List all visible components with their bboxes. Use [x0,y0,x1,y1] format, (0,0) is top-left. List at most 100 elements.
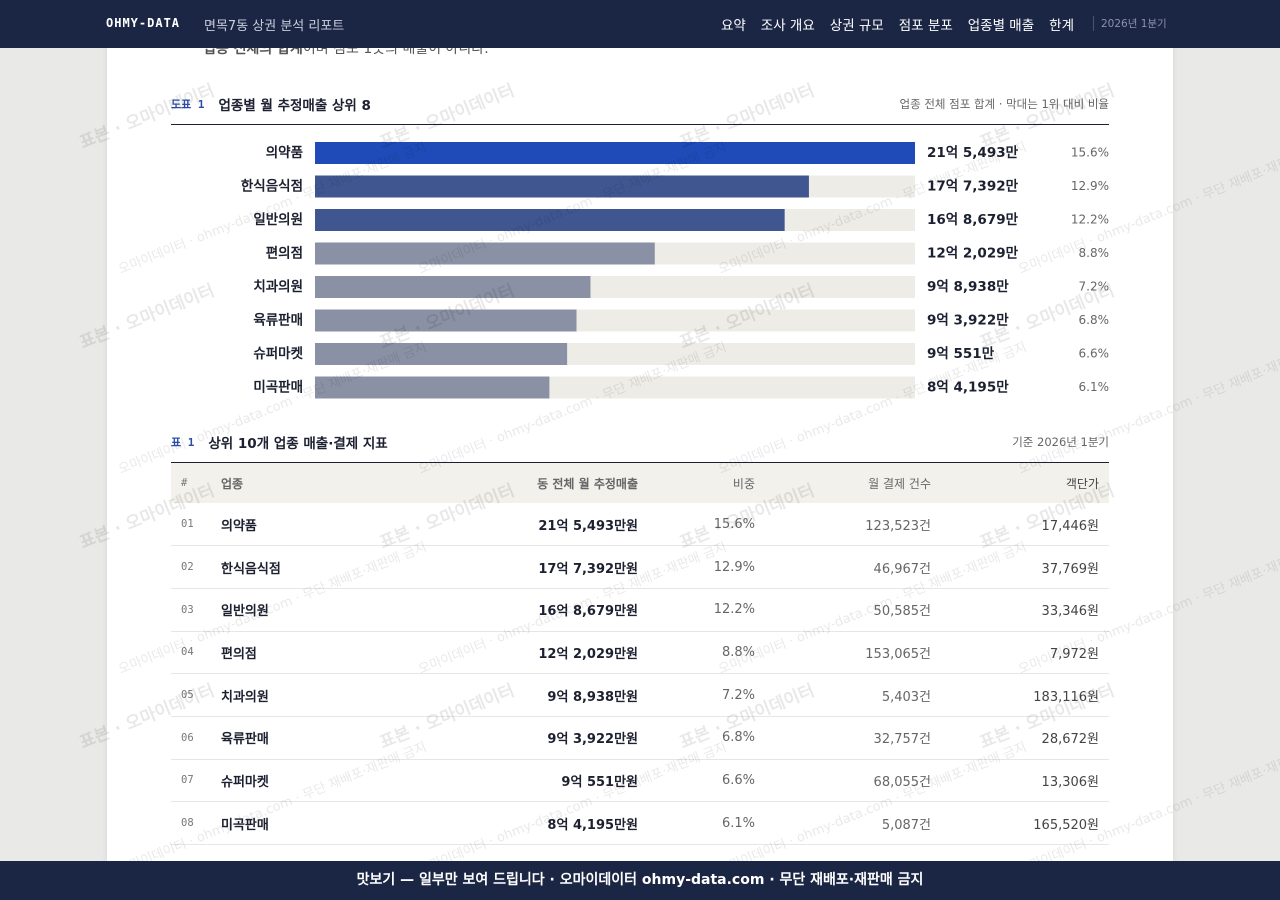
share-label: 6.8% [1079,313,1110,327]
table-row: 02 한식음식점 17억 7,392만원 12.9% 46,967건 37,769원 [171,545,1109,589]
table-cell: 7.2% [648,673,765,717]
table-row: 01 의약품 21억 5,493만원 15.6% 123,523건 17,446원 [171,503,1109,547]
nav-item[interactable]: 점포 분포 [898,18,953,34]
bar [315,276,591,298]
metrics-table: # 업종 동 전체 월 추정매출 비중 월 결제 건수 객단가 01 의약품 21억 5,493… [171,463,1109,845]
table-cell: 17,446원 [941,503,1109,547]
table-head: 표 1 상위 10개 업종 매출·결제 지표 기준 2026년 1분기 [171,432,1109,463]
column-header: 객단가 [941,463,1109,503]
table-cell: 15.6% [648,503,765,547]
bar [315,376,550,399]
table-body: 01 의약품 21억 5,493만원 15.6% 123,523건 17,446원 02 한식… [171,503,1109,845]
top-bar: OHMY-DATA 면목7동 상권 분석 리포트 요약 조사 개요 상권 규모 점포 … [0,0,1280,48]
table-cell: 08 [171,801,211,845]
category-label: 일반의원 [253,211,303,228]
table-cell: 미곡판매 [211,801,361,845]
category-label: 의약품 [266,144,303,161]
table-cell: 06 [171,716,211,760]
value-label: 9억 8,938만 [927,279,1009,295]
nav-item[interactable]: 상권 규모 [829,18,884,34]
table-row: 04 편의점 12억 2,029만원 8.8% 153,065건 7,972원 [171,631,1109,675]
table-cell: 9억 551만원 [361,759,648,803]
table-cell: 8억 4,195만원 [361,801,648,845]
table-cell: 13,306원 [941,759,1109,803]
column-header: 업종 [211,463,361,503]
table-cell: 6.8% [648,716,765,760]
share-label: 12.9% [1071,179,1109,193]
table-cell: 7,972원 [941,631,1109,675]
table-cell: 12.2% [648,588,765,632]
share-label: 12.2% [1071,213,1109,227]
table-row: 08 미곡판매 8억 4,195만원 6.1% 5,087건 165,520원 [171,801,1109,845]
table-cell: 12억 2,029만원 [361,631,648,675]
table-cell: 165,520원 [941,801,1109,845]
value-label: 9억 551만 [927,346,995,362]
table-cell: 153,065건 [765,631,941,675]
table-cell: 183,116원 [941,673,1109,717]
period: 2026년 1분기 [1093,16,1167,31]
table-cell: 6.6% [648,759,765,803]
share-label: 7.2% [1079,280,1110,294]
bar [315,343,568,365]
value-label: 8억 4,195만 [927,380,1009,396]
share-label: 15.6% [1071,146,1109,160]
table-cell: 50,585건 [765,588,941,632]
table-cell: 05 [171,673,211,717]
bar [315,209,785,231]
figure-head: 도표 1 업종별 월 추정매출 상위 8 업종 전체 점포 합계 · 막대는 1… [171,94,1109,125]
table-cell: 07 [171,759,211,803]
share-label: 6.1% [1079,380,1110,394]
bar [315,309,577,332]
table-cell: 8.8% [648,631,765,675]
category-label: 육류판매 [253,313,303,329]
table-cell: 46,967건 [765,545,941,589]
category-label: 슈퍼마켓 [253,345,303,362]
nav-item[interactable]: 조사 개요 [760,18,815,34]
table-row: 07 슈퍼마켓 9억 551만원 6.6% 68,055건 13,306원 [171,759,1109,803]
table-cell: 9억 3,922만원 [361,716,648,760]
table-cell: 04 [171,631,211,675]
column-header: # [171,463,211,503]
table-cell: 123,523건 [765,503,941,547]
bar [315,242,655,265]
column-header: 비중 [648,463,765,503]
footer-bar: 맛보기 — 일부만 보여 드립니다 · 오마이데이터 ohmy-data.com… [0,861,1280,900]
value-label: 17억 7,392만 [927,179,1019,195]
table-cell: 32,757건 [765,716,941,760]
header-row: # 업종 동 전체 월 추정매출 비중 월 결제 건수 객단가 [171,463,1109,503]
value-label: 16억 8,679만 [927,212,1019,228]
nav-item[interactable]: 요약 [720,18,746,34]
value-label: 9억 3,922만 [927,313,1009,329]
table-cell: 12.9% [648,545,765,589]
figure-title: 업종별 월 추정매출 상위 8 [218,98,371,114]
table-cell: 68,055건 [765,759,941,803]
category-label: 치과의원 [253,278,303,295]
table-cell: 17억 7,392만원 [361,545,648,589]
table-row: 06 육류판매 9억 3,922만원 6.8% 32,757건 28,672원 [171,716,1109,760]
table-title: 상위 10개 업종 매출·결제 지표 [208,436,388,452]
table-cell: 한식음식점 [211,545,361,589]
category-label: 미곡판매 [253,380,303,396]
value-label: 12억 2,029만 [927,246,1019,262]
figure-note: 업종 전체 점포 합계 · 막대는 1위 대비 비율 [899,97,1110,111]
share-label: 8.8% [1079,246,1110,260]
nav-item[interactable]: 업종별 매출 [967,18,1035,34]
bar-chart: 의약품 21억 5,493만 15.6% 한식음식점 17억 7,392만 12.9% 일반… [241,142,1110,399]
table-cell: 28,672원 [941,716,1109,760]
bar [315,175,809,198]
table-cell: 일반의원 [211,588,361,632]
share-label: 6.6% [1079,347,1110,361]
table-cell: 5,087건 [765,801,941,845]
nav: 요약 조사 개요 상권 규모 점포 분포 업종별 매출 한계 [721,14,1074,34]
table-cell: 03 [171,588,211,632]
table-cell: 육류판매 [211,716,361,760]
value-label: 21억 5,493만 [927,145,1019,161]
nav-item[interactable]: 한계 [1049,18,1074,34]
category-label: 편의점 [266,245,303,262]
table-cell: 33,346원 [941,588,1109,632]
column-header: 동 전체 월 추정매출 [361,463,648,503]
brand[interactable]: OHMY-DATA [106,16,181,30]
report-subtitle: 면목7동 상권 분석 리포트 [204,19,345,34]
table-cell: 5,403건 [765,673,941,717]
